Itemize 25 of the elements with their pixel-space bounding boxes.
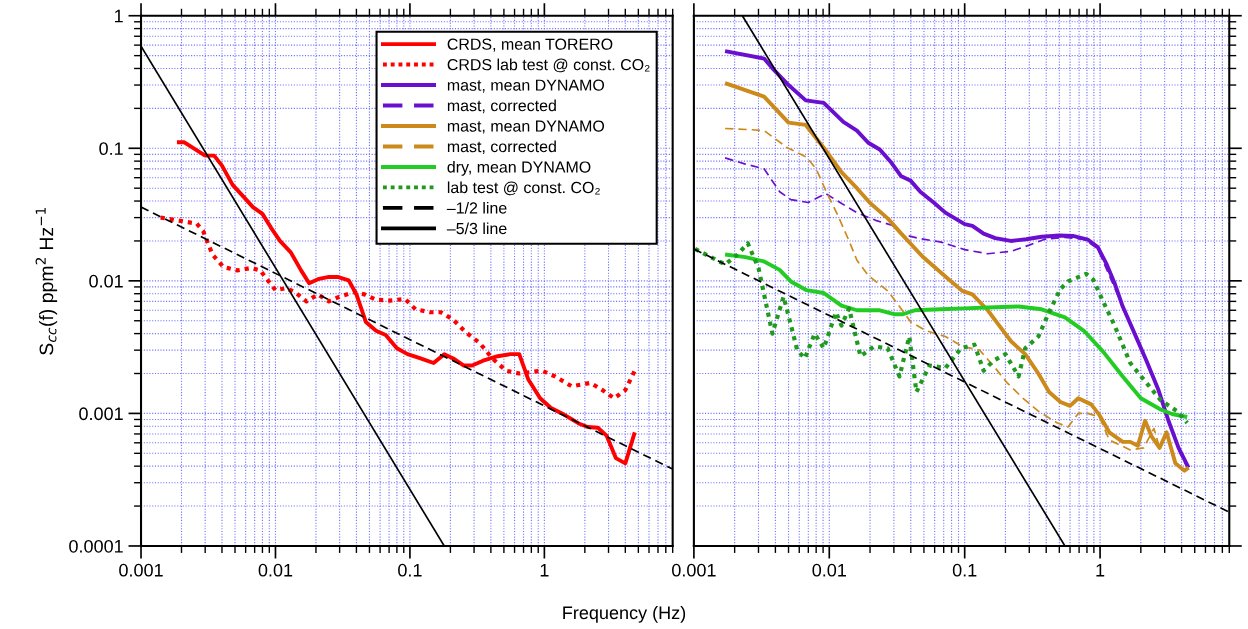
y-axis-title: S$_{cc}$(f) ppm$^{2}$ Hz$^{−1}$: [35, 207, 58, 355]
y-tick-label: 0.01: [89, 274, 123, 288]
x-tick-label: 0.01: [812, 563, 846, 577]
x-tick-label: 0.1: [952, 563, 977, 577]
legend-label: mast, corrected: [447, 99, 556, 114]
legend-label: mast, mean DYNAMO: [447, 79, 605, 93]
legend-label: –5/3 line: [446, 222, 507, 235]
legend-label: lab test @ const. CO₂: [447, 181, 600, 196]
y-tick-label: 1: [115, 9, 123, 23]
x-tick-label: 0.001: [672, 563, 716, 577]
x-tick-label: 0.001: [119, 563, 163, 577]
legend-label: –1/2 line: [446, 201, 507, 214]
legend-label: mast, corrected: [447, 140, 556, 155]
legend-label: CRDS, mean TORERO: [447, 38, 613, 52]
legend-label: CRDS lab test @ const. CO₂: [447, 58, 650, 73]
x-tick-label: 0.01: [258, 563, 293, 577]
y-tick-label: 0.0001: [69, 539, 123, 553]
x-tick-label: 0.1: [398, 563, 422, 577]
y-tick-label: 0.001: [79, 407, 123, 421]
x-axis-title: Frequency (Hz): [563, 605, 686, 623]
x-tick-label: 1: [540, 564, 549, 577]
x-tick-label: 1: [1096, 564, 1105, 577]
y-tick-label: 0.1: [99, 142, 123, 156]
legend-label: dry, mean DYNAMO: [447, 160, 591, 176]
legend-label: mast, mean DYNAMO: [447, 120, 605, 134]
